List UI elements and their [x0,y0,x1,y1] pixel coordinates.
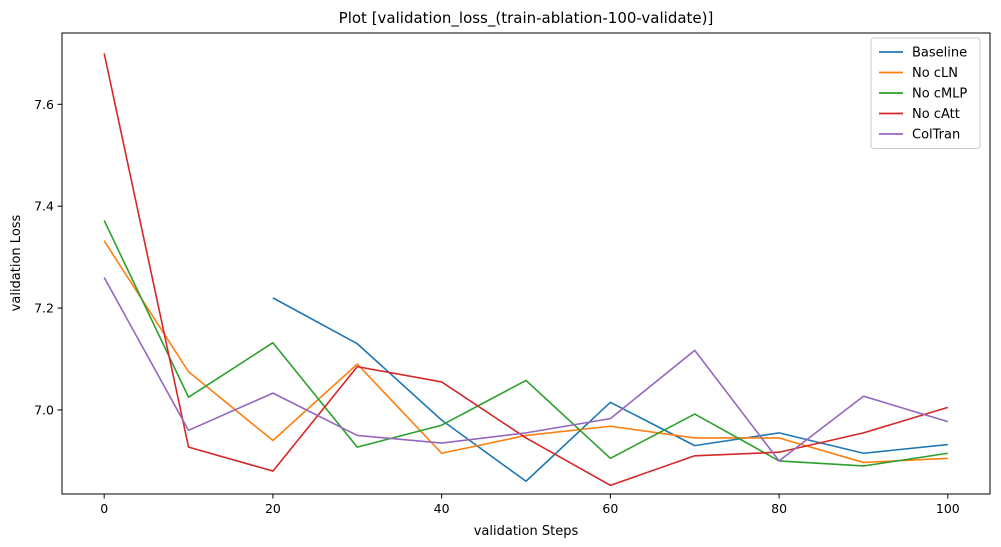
axes-layer: 0 20 40 60 80 100 7.0 7.2 7.4 7.6 [34,32,991,516]
x-tick-label: 0 [100,501,108,516]
y-tick-label: 7.2 [34,301,54,316]
legend-label-no-cmlp: No cMLP [912,87,967,102]
series-line-baseline [272,297,948,483]
y-axis-label: validation Loss [9,214,24,311]
series-line-no-catt [103,53,949,487]
x-tick-label: 60 [602,501,618,516]
series-layer [103,53,949,487]
x-tick-label: 80 [771,501,787,516]
series-line-coltran [103,277,949,462]
axes-frame [61,32,991,495]
legend-label-baseline: Baseline [912,46,967,61]
y-tick-label: 7.6 [34,97,54,112]
x-tick-label: 100 [936,501,960,516]
chart-title: Plot [validation_loss_(train-ablation-10… [339,9,714,28]
x-axis-label: validation Steps [474,524,579,539]
legend-label-no-cln: No cLN [912,66,958,81]
series-line-no-cmlp [103,220,948,467]
y-tick-label: 7.0 [34,402,54,417]
y-tick-label: 7.4 [34,199,54,214]
x-tick-label: 40 [434,501,450,516]
x-tick-label: 20 [265,501,281,516]
legend: Baseline No cLN No cMLP No cAtt ColTran [870,37,981,149]
legend-label-coltran: ColTran [912,128,960,143]
legend-label-no-catt: No cAtt [912,107,960,122]
legend-box [870,37,981,149]
